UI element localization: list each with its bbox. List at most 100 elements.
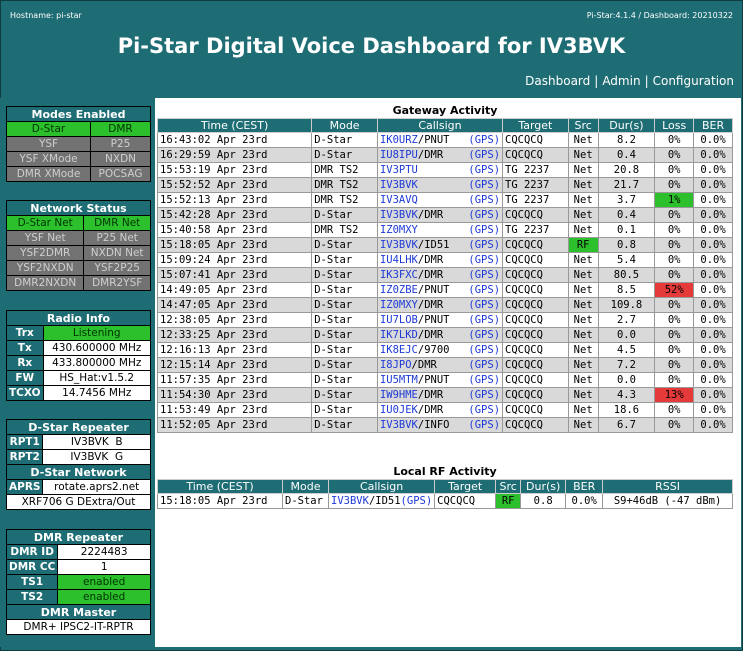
gw-loss: 52% [654,282,695,298]
callsign-link[interactable]: IK0URZ [379,134,418,146]
gps-link[interactable]: (GPS) [468,269,501,281]
gps-link[interactable]: (GPS) [468,344,501,356]
gw-callsign-cell: IZ0MXY (GPS) [376,222,504,238]
callsign-link[interactable]: IV3BVK [331,495,369,507]
gps-link[interactable]: (GPS) [468,224,501,236]
gw-loss: 0% [654,417,695,433]
gw-col-duration: Dur(s) [597,118,656,133]
localrf-header-row: Time (CEST) Mode Callsign Target Src Dur… [157,479,733,494]
gw-src: Net [567,387,599,403]
callsign-link[interactable]: IV3BVK [379,239,418,251]
callsign-link[interactable]: IV3BVK [379,179,418,191]
gw-time: 11:57:35 Apr 23rd [156,372,313,388]
gps-link[interactable]: (GPS) [468,299,501,311]
gw-mode: DMR TS2 [311,177,378,193]
mode-dstar: D-Star [5,121,92,137]
callsign-link[interactable]: IV3AVQ [379,194,418,206]
callsign-link[interactable]: IU8IPU [379,149,418,161]
callsign-link[interactable]: IZ0MXY [379,299,418,311]
gw-target: CQCQCQ [502,252,569,268]
gw-callsign-cell: IV3BVK/DMR (GPS) [376,207,504,223]
tx-frequency: 430.600000 MHz [42,340,152,356]
gps-link[interactable]: (GPS) [468,254,501,266]
gps-link[interactable]: (GPS) [468,134,501,146]
gw-loss: 0% [654,327,695,343]
gw-target: CQCQCQ [502,417,569,433]
firmware-version: HS_Hat:v1.5.2 [42,370,152,386]
callsign-link[interactable]: IW9HME [379,389,418,401]
dmr-cc-label: DMR CC [5,559,59,575]
callsign-link[interactable]: IK8EJC [379,344,418,356]
callsign-link[interactable]: IV3PTU [379,164,418,176]
dstar-repeater-table: D-Star Repeater RPT1 IV3BVK B RPT2 IV3BVK … [5,419,151,510]
gw-callsign-cell: IU0JEK/DMR (GPS) [376,402,504,418]
nav-dashboard-link[interactable]: Dashboard [525,74,591,88]
gw-loss: 0% [654,222,695,238]
callsign-link[interactable]: IK3FXC [379,269,418,281]
rf-target: CQCQCQ [434,493,497,509]
gw-ber: 0.0% [693,207,733,223]
gw-src: Net [567,282,599,298]
gps-link[interactable]: (GPS) [468,164,501,176]
gw-loss: 0% [654,252,695,268]
gps-link[interactable]: (GPS) [468,374,501,386]
table-row: 12:33:25 Apr 23rd D-Star IK7LKD/DMR (GPS) CQ… [156,327,733,343]
gw-mode: DMR TS2 [311,222,378,238]
table-row: 15:18:05 Apr 23rd D-Star IV3BVK/ID51 (GPS) C… [156,237,733,253]
gw-duration: 0.0 [597,372,656,388]
gw-duration: 0.0 [597,327,656,343]
gw-duration: 6.7 [597,417,656,433]
callsign-suffix: /DMR [417,254,444,266]
gw-target: CQCQCQ [502,237,569,253]
callsign-link[interactable]: IZ0ZBE [379,284,418,296]
gps-link[interactable]: (GPS) [400,495,433,507]
gps-link[interactable]: (GPS) [468,314,501,326]
gps-link[interactable]: (GPS) [468,209,501,221]
callsign-link[interactable]: IV3BVK [379,419,418,431]
callsign-link[interactable]: I8JPO [379,359,412,371]
gps-link[interactable]: (GPS) [468,179,501,191]
callsign-link[interactable]: IV3BVK [379,209,418,221]
gw-ber: 0.0% [693,372,733,388]
gw-ber: 0.0% [693,132,733,148]
nav-configuration-link[interactable]: Configuration [652,74,734,88]
gw-duration: 20.8 [597,162,656,178]
gw-callsign-cell: IV3BVK/INFO (GPS) [376,417,504,433]
gw-loss: 0% [654,207,695,223]
rf-col-time: Time (CEST) [157,479,283,494]
gps-link[interactable]: (GPS) [468,389,501,401]
gateway-activity-title: Gateway Activity [392,104,498,117]
gps-link[interactable]: (GPS) [468,149,501,161]
net-dmr: DMR Net [83,215,151,231]
rf-ber: 0.0% [565,493,604,509]
gps-link[interactable]: (GPS) [468,419,501,431]
gw-duration: 0.4 [597,147,656,163]
gps-link[interactable]: (GPS) [468,239,501,251]
callsign-link[interactable]: IU7LOB [379,314,418,326]
gps-link[interactable]: (GPS) [468,359,501,371]
nav-admin-link[interactable]: Admin [602,74,641,88]
callsign-link[interactable]: IU0JEK [379,404,418,416]
table-row: 15:53:19 Apr 23rd DMR TS2 IV3PTU (GPS) TG 22… [156,162,733,178]
gw-target: CQCQCQ [502,207,569,223]
gw-target: CQCQCQ [502,372,569,388]
tcxo-label: TCXO [6,385,44,401]
gw-time: 16:29:59 Apr 23rd [156,147,313,163]
callsign-link[interactable]: IU4LHK [379,254,418,266]
gw-col-src: Src [567,118,599,133]
callsign-link[interactable]: IU5MTM [379,374,418,386]
gw-mode: D-Star [311,147,378,163]
gps-link[interactable]: (GPS) [468,284,501,296]
gw-target: CQCQCQ [502,357,569,373]
callsign-link[interactable]: IZ0MXY [379,224,418,236]
ts2-label: TS2 [5,589,59,605]
gps-link[interactable]: (GPS) [468,404,501,416]
gps-link[interactable]: (GPS) [468,329,501,341]
gw-callsign-cell: IK8EJC/9700 (GPS) [376,342,504,358]
callsign-link[interactable]: IK7LKD [379,329,418,341]
trx-label: Trx [6,325,44,341]
gw-duration: 109.8 [597,297,656,313]
gps-link[interactable]: (GPS) [468,194,501,206]
gw-target: TG 2237 [502,177,569,193]
gw-callsign-cell: IK0URZ/PNUT (GPS) [376,132,504,148]
